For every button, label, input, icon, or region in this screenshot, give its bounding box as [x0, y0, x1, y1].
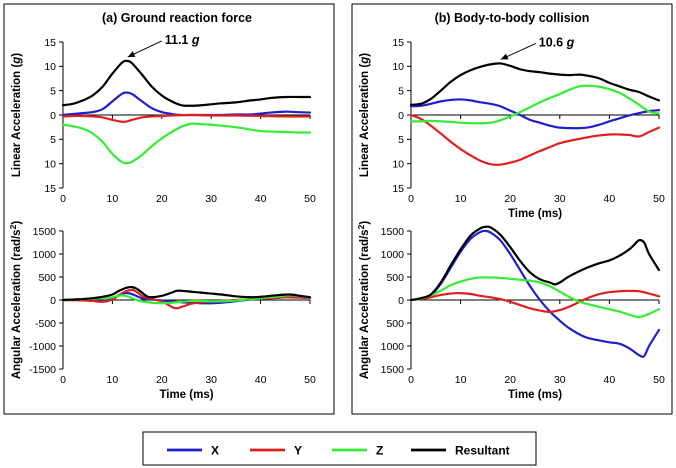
- x-tick-label: 0: [408, 374, 414, 386]
- series-line-y: [61, 113, 312, 123]
- y-tick-label: 10: [392, 61, 404, 73]
- y-tick-label: 5: [398, 134, 404, 146]
- series-line-y: [409, 113, 661, 166]
- y-tick-label: 500: [386, 272, 404, 284]
- x-tick-label: 40: [604, 193, 616, 205]
- x-tick-label: 10: [455, 193, 467, 205]
- y-tick-label: 10: [392, 158, 404, 170]
- y-tick-label: -500: [35, 318, 56, 330]
- legend-label: Y: [294, 444, 302, 458]
- y-tick-label: -1000: [29, 341, 56, 353]
- y-tick-label: 0: [398, 110, 404, 122]
- legend-item-resultant: Resultant: [411, 444, 510, 458]
- x-tick-label: 20: [156, 193, 168, 205]
- legend-item-y: Y: [250, 444, 302, 458]
- series-line-z: [61, 122, 312, 165]
- series-line-resultant: [61, 59, 312, 107]
- y-tick-label: 1500: [381, 226, 405, 238]
- y-tick-label: 0: [398, 295, 404, 307]
- y-tick-label: 5: [50, 85, 56, 97]
- series-line-x: [61, 91, 312, 117]
- y-tick-label: 1000: [381, 341, 405, 353]
- x-tick-label: 40: [255, 374, 267, 386]
- x-tick-label: 10: [107, 374, 119, 386]
- peak-annotation: 10.6 g: [539, 35, 575, 49]
- y-tick-label: 15: [44, 183, 56, 195]
- x-tick-label: 50: [304, 193, 316, 205]
- y-tick-label: 1000: [381, 249, 405, 261]
- series-line-z: [409, 276, 661, 319]
- x-axis-label: Time (ms): [508, 208, 562, 220]
- legend-label: Z: [376, 444, 383, 458]
- series-line-resultant: [409, 62, 661, 106]
- y-tick-label: 500: [386, 318, 404, 330]
- x-tick-label: 20: [156, 374, 168, 386]
- x-tick-label: 50: [304, 374, 316, 386]
- legend-box: [142, 431, 537, 466]
- x-tick-label: 0: [60, 374, 66, 386]
- annotation-arrowhead: [500, 53, 509, 60]
- y-tick-label: 15: [44, 37, 56, 49]
- y-tick-label: 5: [50, 134, 56, 146]
- chart-title: (b) Body-to-body collision: [435, 11, 590, 25]
- y-tick-label: 10: [44, 158, 56, 170]
- x-tick-label: 30: [554, 374, 566, 386]
- y-axis-label: Linear Acceleration (g): [359, 53, 371, 177]
- x-axis-label: Time (ms): [159, 389, 213, 401]
- y-tick-label: 1500: [381, 364, 405, 376]
- y-tick-label: 1000: [33, 249, 57, 261]
- legend-item-x: X: [167, 444, 219, 458]
- x-tick-label: 50: [653, 374, 665, 386]
- y-tick-label: 5: [398, 85, 404, 97]
- panel-a-frame: [3, 3, 335, 415]
- series-line-x: [409, 229, 661, 358]
- chart-a-angular: -1500 -1000 -500 0 500 1000 1500 0 10 20 30 40 50 Tim…: [8, 221, 316, 401]
- panel-b-frame: [351, 3, 673, 415]
- legend-label: X: [211, 444, 219, 458]
- x-tick-label: 40: [255, 193, 267, 205]
- legend-item-z: Z: [332, 444, 383, 458]
- x-tick-label: 0: [408, 193, 414, 205]
- series-line-z: [409, 84, 661, 125]
- x-tick-label: 50: [653, 193, 665, 205]
- y-tick-label: 15: [392, 183, 404, 195]
- x-tick-label: 20: [504, 374, 516, 386]
- annotation-arrowhead: [127, 51, 136, 57]
- y-tick-label: 500: [38, 272, 56, 284]
- x-tick-label: 0: [60, 193, 66, 205]
- y-tick-label: 15: [392, 37, 404, 49]
- series-line-y: [409, 289, 661, 314]
- x-tick-label: 10: [107, 193, 119, 205]
- x-axis-label: Time (ms): [508, 389, 562, 401]
- x-tick-label: 30: [205, 193, 217, 205]
- x-tick-label: 20: [504, 193, 516, 205]
- y-axis-label: Angular Acceleration (rad/s2): [356, 221, 371, 380]
- y-axis-label: Linear Acceleration (g): [11, 53, 23, 177]
- y-tick-label: -1500: [29, 364, 56, 376]
- chart-title: (a) Ground reaction force: [102, 11, 252, 25]
- y-tick-label: 0: [50, 110, 56, 122]
- x-tick-label: 10: [455, 374, 467, 386]
- series-line-z: [61, 294, 312, 305]
- x-tick-label: 40: [604, 374, 616, 386]
- x-tick-label: 30: [554, 193, 566, 205]
- x-tick-label: 30: [205, 374, 217, 386]
- legend-label: Resultant: [455, 444, 510, 458]
- y-tick-label: 1500: [33, 226, 57, 238]
- y-tick-label: 10: [44, 61, 56, 73]
- peak-annotation: 11.1 g: [165, 33, 200, 47]
- series-line-x: [409, 98, 661, 130]
- series-line-resultant: [409, 225, 661, 302]
- series-line-resultant: [61, 285, 312, 302]
- legend: X Y Z Resultant: [167, 444, 510, 458]
- y-axis-label: Angular Acceleration (rad/s2): [8, 221, 23, 380]
- y-tick-label: 0: [50, 295, 56, 307]
